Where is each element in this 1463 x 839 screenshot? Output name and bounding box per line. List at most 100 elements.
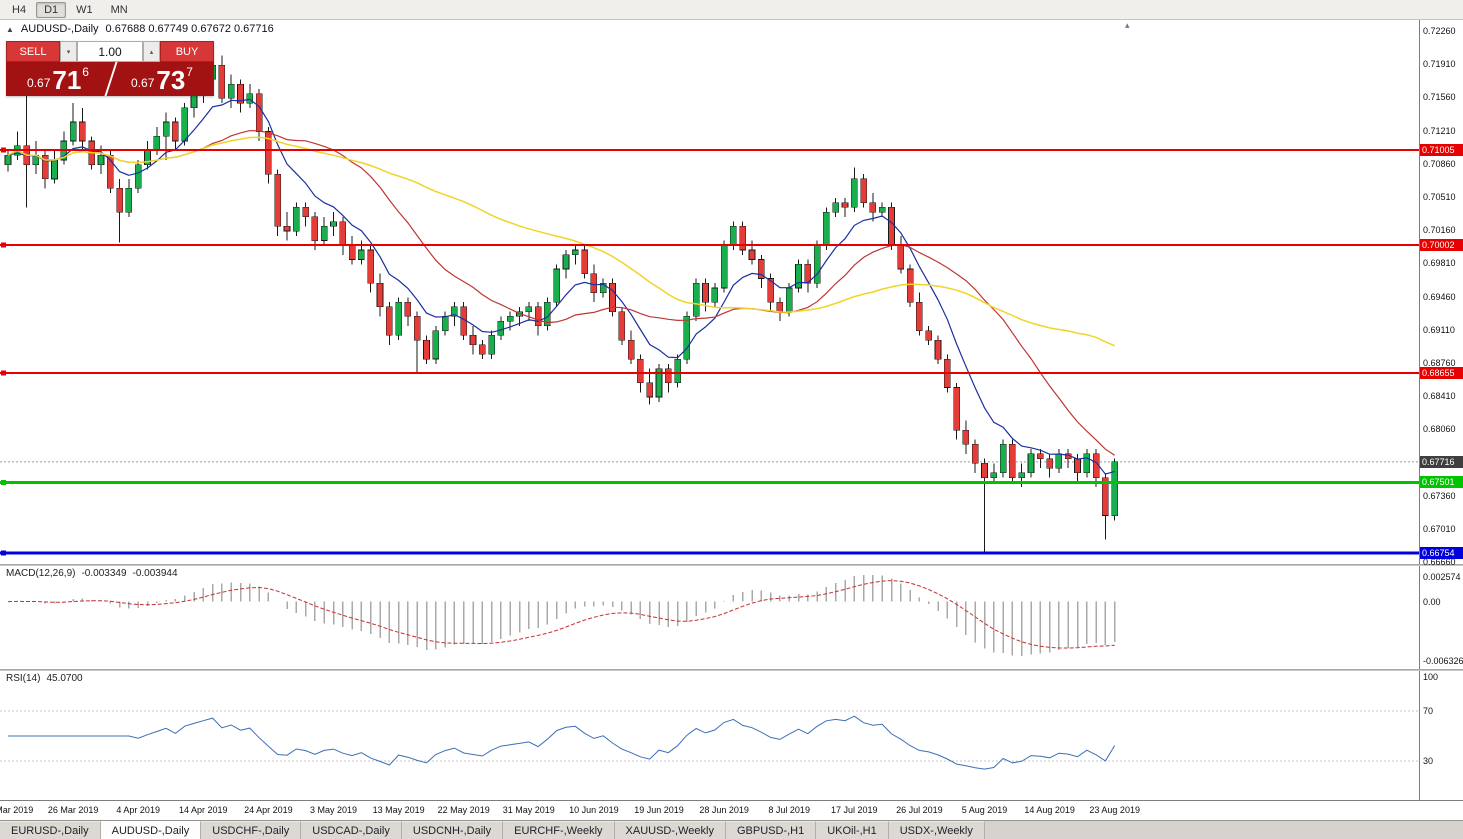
price-tick-label: 0.66660	[1423, 557, 1456, 567]
rsi-value: 45.0700	[46, 673, 83, 684]
macd-signal-value: -0.003944	[132, 568, 178, 579]
sell-price-display[interactable]: 0.67 71 6	[6, 62, 110, 96]
date-tick-label: 19 Jun 2019	[634, 805, 684, 815]
chart-tab[interactable]: GBPUSD-,H1	[725, 821, 817, 839]
macd-tick-label: -0.006326	[1423, 655, 1463, 666]
date-tick-label: 8 Jul 2019	[768, 805, 810, 815]
price-tick-label: 0.70160	[1423, 225, 1456, 236]
price-tick-label: 0.72260	[1423, 25, 1456, 36]
chart-tab[interactable]: EURUSD-,Daily	[0, 821, 101, 839]
chart-tab[interactable]: USDCHF-,Daily	[201, 821, 302, 839]
sell-price-prefix: 0.67	[27, 76, 51, 90]
price-tick-label: 0.69810	[1423, 258, 1456, 269]
chart-tab[interactable]: USDCNH-,Daily	[401, 821, 504, 839]
date-tick-label: 14 Apr 2019	[179, 805, 228, 815]
date-tick-label: 31 May 2019	[502, 805, 555, 815]
date-tick-label: 28 Jun 2019	[699, 805, 749, 815]
timeframe-button-w1[interactable]: W1	[68, 2, 101, 18]
rsi-chart[interactable]	[0, 671, 1419, 800]
buy-price-prefix: 0.67	[131, 76, 155, 90]
price-tick-label: 0.71910	[1423, 59, 1456, 70]
chart-tab[interactable]: USDCAD-,Daily	[301, 821, 402, 839]
price-tick-label: 0.68060	[1423, 424, 1456, 435]
chart-tab[interactable]: EURCHF-,Weekly	[503, 821, 615, 839]
macd-signal-line	[7, 580, 1115, 649]
volume-up-button[interactable]: ▴	[143, 41, 160, 62]
macd-label-row: MACD(12,26,9) -0.003349 -0.003944	[6, 568, 178, 579]
sell-price-big: 71	[52, 65, 82, 95]
date-tick-label: 13 May 2019	[372, 805, 425, 815]
candlestick-chart[interactable]	[0, 20, 1419, 564]
macd-tick-label: 0.002574	[1423, 572, 1461, 583]
date-tick-label: 5 Aug 2019	[961, 805, 1008, 815]
date-tick-label: 14 Aug 2019	[1024, 805, 1075, 815]
buy-price-big: 73	[156, 65, 186, 95]
date-tick-label: 3 May 2019	[309, 805, 358, 815]
date-tick-label: 26 Jul 2019	[896, 805, 943, 815]
rsi-name: RSI(14)	[6, 673, 41, 684]
date-tick-label: 17 Jul 2019	[831, 805, 878, 815]
volume-input[interactable]	[77, 41, 143, 62]
pane-splitter[interactable]	[0, 564, 1463, 566]
ma-fast-line	[7, 98, 1115, 475]
price-line-tag: 0.71005	[1420, 144, 1463, 156]
macd-histogram	[16, 575, 1116, 657]
date-tick-label: 23 Aug 2019	[1089, 805, 1140, 815]
pane-splitter[interactable]	[0, 669, 1463, 671]
price-tick-label: 0.70510	[1423, 191, 1456, 202]
chart-tab[interactable]: XAUUSD-,Weekly	[614, 821, 726, 839]
date-tick-label: 4 Apr 2019	[116, 805, 160, 815]
rsi-pane[interactable]: RSI(14) 45.0700	[0, 671, 1419, 800]
date-tick-label: 24 Apr 2019	[244, 805, 293, 815]
timeframe-button-d1[interactable]: D1	[36, 1, 67, 18]
macd-pane[interactable]: MACD(12,26,9) -0.003349 -0.003944	[0, 566, 1419, 669]
chart-tab[interactable]: USDX-,Weekly	[888, 821, 985, 839]
chart-tab[interactable]: AUDUSD-,Daily	[100, 821, 202, 839]
date-tick-label: 10 Jun 2019	[569, 805, 619, 815]
price-line-tag: 0.70002	[1420, 239, 1463, 252]
price-tick-label: 0.70860	[1423, 158, 1456, 169]
trade-panel-toggle-icon[interactable]: ▲	[6, 24, 14, 34]
price-line-tag: 0.67501	[1420, 476, 1463, 489]
buy-price-pip: 7	[186, 65, 193, 79]
sell-price-pip: 6	[82, 65, 89, 79]
time-axis[interactable]: 17 Mar 2019 26 Mar 2019 4 Apr 2019 14 Apr 2…	[0, 800, 1463, 820]
price-tick-label: 0.71560	[1423, 92, 1456, 103]
volume-down-button[interactable]: ▾	[60, 41, 77, 62]
candles-layer	[4, 55, 1118, 554]
date-tick-label: 26 Mar 2019	[47, 805, 99, 815]
price-chart-pane[interactable]: ▲ AUDUSD-,Daily 0.67688 0.67749 0.67672 …	[0, 20, 1419, 564]
price-line-tag: 0.66754	[1420, 547, 1463, 560]
chart-shift-marker-icon[interactable]: ▴	[1125, 20, 1130, 30]
chart-tab[interactable]: UKOil-,H1	[816, 821, 889, 839]
macd-axis[interactable]: 0.002574 0.00 -0.006326	[1419, 566, 1463, 669]
chart-title-row: ▲ AUDUSD-,Daily 0.67688 0.67749 0.67672 …	[6, 23, 274, 35]
rsi-tick-label: 100	[1423, 672, 1439, 682]
date-tick-label: 22 May 2019	[437, 805, 490, 815]
current-price-tag: 0.67716	[1420, 455, 1463, 468]
rsi-axis[interactable]: 100 70 30	[1419, 671, 1463, 800]
macd-main-value: -0.003349	[81, 568, 127, 579]
ma-mid-line	[7, 129, 1116, 456]
rsi-levels	[0, 710, 1419, 762]
rsi-tick-label: 70	[1423, 706, 1434, 716]
ma-slow-line	[7, 136, 1115, 347]
horizontal-lines-layer	[0, 147, 1419, 556]
price-axis[interactable]: 0.72260 0.71910 0.71560 0.71210 0.70860 0.705…	[1419, 20, 1463, 567]
timeframe-toolbar: H4 D1 W1 MN	[0, 0, 1463, 20]
one-click-trading-panel: SELL ▾ ▴ BUY 0.67 71 6 0.67 73 7	[6, 41, 214, 96]
macd-chart[interactable]	[0, 566, 1419, 669]
chart-symbol-title: AUDUSD-,Daily	[20, 23, 99, 35]
buy-button[interactable]: BUY	[160, 41, 214, 62]
timeframe-button-h4[interactable]: H4	[4, 2, 34, 18]
price-tick-label: 0.67010	[1423, 523, 1456, 534]
date-tick-label: 17 Mar 2019	[0, 805, 34, 815]
price-line-tag: 0.68655	[1420, 366, 1463, 379]
rsi-line	[8, 715, 1116, 770]
sell-button[interactable]: SELL	[6, 41, 60, 62]
timeframe-button-mn[interactable]: MN	[103, 2, 136, 18]
rsi-tick-label: 30	[1423, 756, 1434, 766]
price-tick-label: 0.68410	[1423, 391, 1456, 402]
buy-price-display[interactable]: 0.67 73 7	[110, 62, 214, 96]
price-tick-label: 0.69460	[1423, 291, 1456, 302]
